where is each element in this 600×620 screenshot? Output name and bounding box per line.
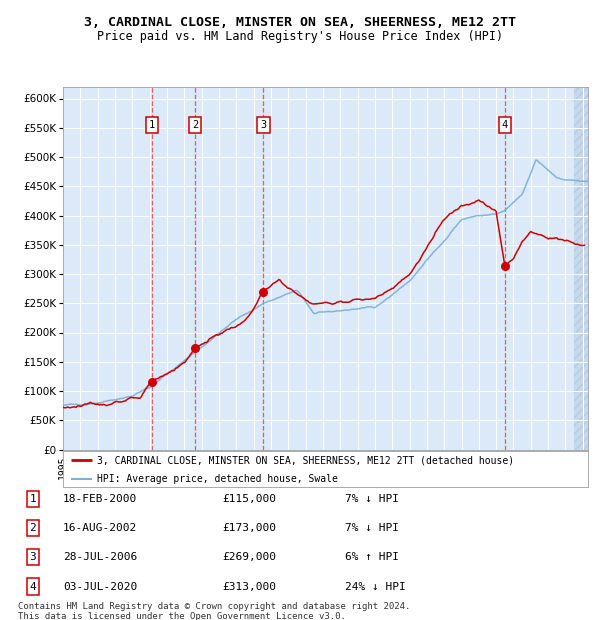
Text: 3, CARDINAL CLOSE, MINSTER ON SEA, SHEERNESS, ME12 2TT (detached house): 3, CARDINAL CLOSE, MINSTER ON SEA, SHEER… — [97, 456, 514, 466]
Text: £313,000: £313,000 — [222, 582, 276, 591]
Text: 16-AUG-2002: 16-AUG-2002 — [63, 523, 137, 533]
Text: 7% ↓ HPI: 7% ↓ HPI — [345, 494, 399, 504]
Text: 2: 2 — [29, 523, 37, 533]
Text: 18-FEB-2000: 18-FEB-2000 — [63, 494, 137, 504]
Text: Price paid vs. HM Land Registry's House Price Index (HPI): Price paid vs. HM Land Registry's House … — [97, 30, 503, 43]
Text: HPI: Average price, detached house, Swale: HPI: Average price, detached house, Swal… — [97, 474, 338, 484]
Text: Contains HM Land Registry data © Crown copyright and database right 2024.: Contains HM Land Registry data © Crown c… — [18, 602, 410, 611]
Text: 24% ↓ HPI: 24% ↓ HPI — [345, 582, 406, 591]
Text: This data is licensed under the Open Government Licence v3.0.: This data is licensed under the Open Gov… — [18, 612, 346, 620]
Text: 3: 3 — [260, 120, 266, 130]
Text: 6% ↑ HPI: 6% ↑ HPI — [345, 552, 399, 562]
Text: £173,000: £173,000 — [222, 523, 276, 533]
Text: 3: 3 — [29, 552, 37, 562]
Text: 1: 1 — [29, 494, 37, 504]
Text: 4: 4 — [29, 582, 37, 591]
Text: £269,000: £269,000 — [222, 552, 276, 562]
Text: 03-JUL-2020: 03-JUL-2020 — [63, 582, 137, 591]
Text: £115,000: £115,000 — [222, 494, 276, 504]
Text: 7% ↓ HPI: 7% ↓ HPI — [345, 523, 399, 533]
Bar — [574, 87, 588, 450]
Text: 2: 2 — [192, 120, 198, 130]
Text: 3, CARDINAL CLOSE, MINSTER ON SEA, SHEERNESS, ME12 2TT: 3, CARDINAL CLOSE, MINSTER ON SEA, SHEER… — [84, 16, 516, 29]
Text: 4: 4 — [502, 120, 508, 130]
Text: 1: 1 — [149, 120, 155, 130]
Text: 28-JUL-2006: 28-JUL-2006 — [63, 552, 137, 562]
